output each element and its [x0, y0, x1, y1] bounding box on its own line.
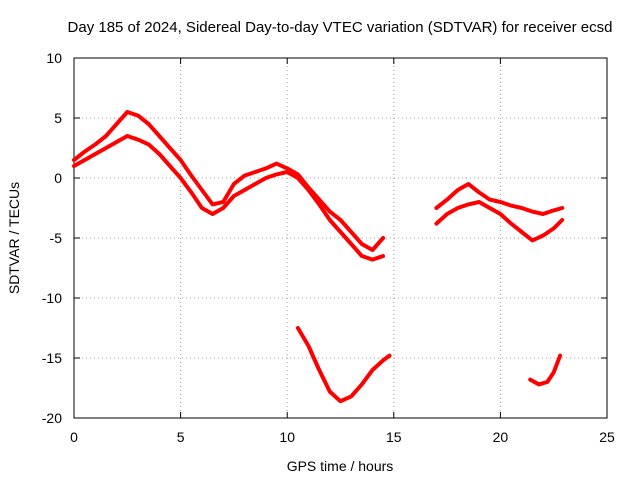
series-track-b-upper: [434, 182, 565, 216]
grid: [74, 58, 607, 418]
series-track-a-upper: [72, 110, 386, 252]
series-track-a-lower: [72, 134, 386, 262]
x-tick-label: 5: [177, 429, 185, 445]
y-tick-label: -15: [42, 350, 62, 366]
y-tick-label: 5: [54, 110, 62, 126]
axis-ticks: 0 5 10 15 20 25 10 5 0 -5 -10 -15 -20: [42, 50, 615, 445]
y-axis-label: SDTVAR / TECUs: [6, 182, 22, 294]
x-tick-label: 0: [70, 429, 78, 445]
y-tick-label: -5: [50, 230, 63, 246]
x-tick-label: 15: [386, 429, 402, 445]
data-series: [72, 110, 565, 404]
series-track-c: [295, 326, 392, 404]
x-tick-label: 20: [493, 429, 509, 445]
y-tick-label: 10: [46, 50, 62, 66]
chart-title: Day 185 of 2024, Sidereal Day-to-day VTE…: [68, 19, 613, 36]
y-tick-label: -10: [42, 290, 62, 306]
series-track-d: [528, 353, 563, 387]
series-track-b-lower: [434, 200, 565, 243]
x-axis-label: GPS time / hours: [287, 458, 394, 474]
y-tick-label: -20: [42, 410, 62, 426]
x-tick-label: 25: [599, 429, 615, 445]
y-tick-label: 0: [54, 170, 62, 186]
x-tick-label: 10: [279, 429, 295, 445]
